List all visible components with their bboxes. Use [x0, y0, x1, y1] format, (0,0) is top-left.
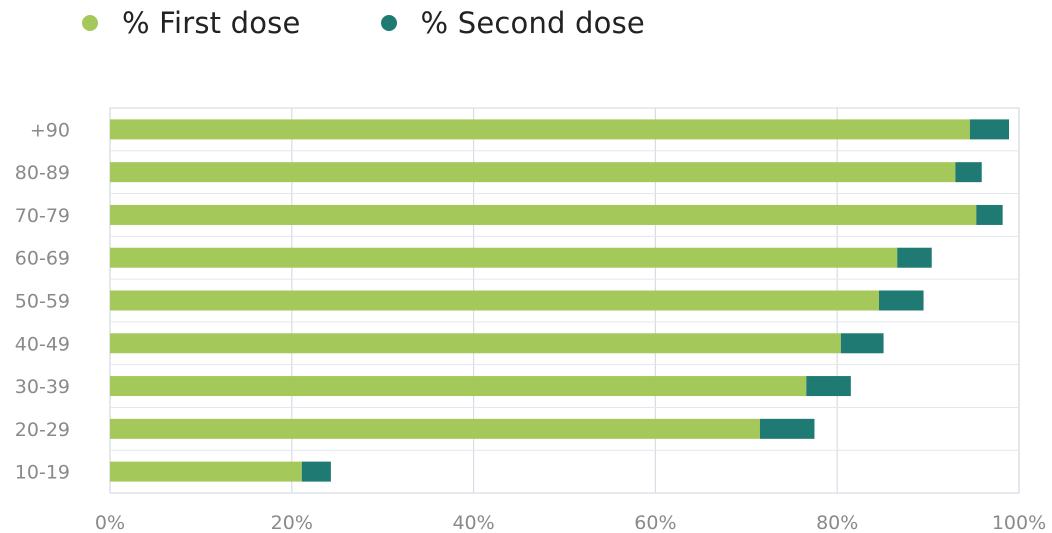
bar-first-dose	[110, 119, 970, 140]
x-tick-label: 80%	[816, 512, 858, 533]
legend: % First dose % Second dose	[82, 6, 725, 40]
bar-second-dose	[969, 119, 1010, 140]
axis-labels: 0% 20% 40% 60% 80% 100% +90 80-89 70-79 60-69 50-5…	[15, 119, 1046, 533]
x-tick-label: 40%	[452, 512, 494, 533]
bar-first-dose	[110, 376, 807, 397]
x-tick-label: 20%	[271, 512, 313, 533]
y-category-label: 70-79	[15, 205, 70, 227]
y-category-label: 20-29	[15, 419, 70, 441]
legend-item-second-dose: % Second dose	[380, 6, 645, 40]
x-tick-label: 100%	[992, 512, 1046, 533]
y-category-label: 50-59	[15, 291, 70, 313]
bar-second-dose	[879, 290, 924, 311]
y-category-label: 80-89	[15, 162, 70, 184]
bar-first-dose	[110, 461, 302, 482]
legend-label-second-dose: % Second dose	[420, 6, 645, 40]
bar-second-dose	[840, 333, 884, 354]
bars	[110, 119, 1010, 482]
y-category-label: 30-39	[15, 376, 70, 398]
bar-first-dose	[110, 290, 880, 311]
legend-swatch-second-dose	[380, 15, 397, 31]
bar-second-dose	[301, 461, 331, 482]
x-tick-label: 60%	[634, 512, 676, 533]
bar-second-dose	[897, 247, 932, 268]
bar-first-dose	[110, 247, 898, 268]
y-category-label: +90	[30, 119, 70, 141]
legend-swatch-first-dose	[82, 15, 98, 31]
legend-item-first-dose: % First dose	[82, 6, 301, 40]
bar-second-dose	[955, 162, 982, 183]
bar-first-dose	[110, 204, 977, 225]
bar-second-dose	[806, 376, 851, 397]
x-tick-label: 0%	[95, 512, 125, 533]
y-category-label: 10-19	[15, 462, 70, 484]
y-category-label: 40-49	[15, 333, 70, 355]
bar-first-dose	[110, 162, 956, 183]
bar-first-dose	[110, 333, 841, 354]
legend-label-first-dose: % First dose	[122, 6, 301, 40]
y-category-label: 60-69	[15, 248, 70, 270]
bar-second-dose	[976, 204, 1003, 225]
bar-first-dose	[110, 418, 760, 439]
bar-second-dose	[759, 418, 815, 439]
